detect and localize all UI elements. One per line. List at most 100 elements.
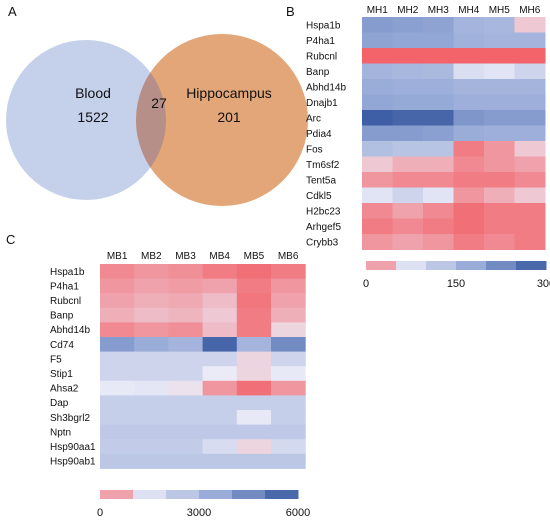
column-label-mb6: MB6 (278, 251, 299, 262)
heatmap-cell-crybb3-mh1 (362, 234, 393, 250)
heatmap-cell-pdia4-mh1 (362, 125, 393, 142)
row-label-rubcnl: Rubcnl (50, 296, 81, 307)
heatmap-cell-abhd14b-mb3 (168, 322, 204, 338)
heatmap-cell-hsp90ab1-mb5 (236, 453, 272, 469)
heatmap-cell-arc-mh6 (514, 110, 546, 126)
heatmap-cell-ahsa2-mb5 (236, 380, 272, 396)
heatmap-cell-hsp90ab1-mb3 (168, 453, 204, 469)
heatmap-cell-stip1-mb5 (236, 366, 272, 382)
heatmap-cell-rubcnl-mb3 (168, 293, 204, 309)
row-label-tent5a: Tent5a (306, 175, 336, 186)
heatmap-cell-cdkl5-mh5 (484, 187, 515, 204)
heatmap-cell-fos-mh6 (514, 141, 546, 157)
heatmap-cell-tent5a-mh4 (453, 172, 485, 188)
colorbar-tick-0: 0 (363, 278, 369, 290)
heatmap-cell-dnajb1-mh5 (484, 94, 515, 111)
heatmap-cell-banp-mb3 (168, 307, 204, 323)
heatmap-cell-p4ha1-mh1 (362, 32, 393, 49)
colorbar-segment-4 (456, 261, 487, 270)
colorbar-segment-3 (166, 490, 200, 499)
heatmap-cell-banp-mh3 (423, 63, 454, 80)
heatmap-cell-pdia4-mh4 (453, 125, 485, 142)
heatmap-cell-arc-mh4 (453, 110, 485, 126)
heatmap-cell-hsp90aa1-mb2 (134, 439, 169, 455)
column-label-mb4: MB4 (209, 251, 230, 262)
colorbar-segment-3 (426, 261, 457, 270)
heatmap-cell-rubcnl-mh1 (362, 48, 393, 64)
heatmap-cell-p4ha1-mh5 (484, 32, 515, 49)
colorbar-tick-6000: 6000 (286, 507, 310, 519)
column-label-mb2: MB2 (141, 251, 162, 262)
heatmap-cell-p4ha1-mh4 (453, 32, 485, 49)
heatmap-cell-arhgef5-mh3 (423, 218, 454, 235)
heatmap-cell-arc-mh2 (392, 110, 424, 126)
row-label-stip1: Stip1 (50, 369, 73, 380)
heatmap-cell-abhd14b-mh2 (392, 79, 424, 95)
row-label-hsp90ab1: Hsp90ab1 (50, 457, 96, 468)
heatmap-cell-hspa1b-mb4 (202, 264, 238, 280)
heatmap-cell-p4ha1-mh3 (423, 32, 454, 49)
heatmap-cell-hsp90ab1-mb4 (202, 453, 238, 469)
heatmap-cell-abhd14b-mb6 (271, 322, 306, 338)
heatmap-cell-arc-mh3 (423, 110, 454, 126)
heatmap-cell-banp-mb4 (202, 307, 238, 323)
heatmap-cell-cd74-mb2 (134, 337, 169, 353)
heatmap-cell-arhgef5-mh2 (392, 218, 424, 235)
heatmap-cell-rubcnl-mb6 (271, 293, 306, 309)
heatmap-cell-rubcnl-mb1 (100, 293, 135, 309)
heatmap-cell-crybb3-mh4 (453, 234, 485, 250)
heatmap-cell-f5-mb3 (168, 351, 204, 367)
heatmap-cell-sh3bgrl2-mb1 (100, 410, 135, 426)
column-label-mh1: MH1 (367, 5, 389, 16)
heatmap-cell-p4ha1-mb5 (236, 278, 272, 294)
heatmap-cell-cdkl5-mh4 (453, 187, 485, 204)
heatmap-cell-hsp90aa1-mb6 (271, 439, 306, 455)
heatmap-cell-cdkl5-mh1 (362, 187, 393, 204)
row-label-hspa1b: Hspa1b (50, 267, 85, 278)
heatmap-cell-hspa1b-mh2 (392, 17, 424, 33)
heatmap-cell-banp-mh1 (362, 63, 393, 80)
heatmap-cell-ahsa2-mb4 (202, 380, 238, 396)
heatmap-cell-p4ha1-mb1 (100, 278, 135, 294)
heatmap-cell-stip1-mb3 (168, 366, 204, 382)
heatmap-cell-f5-mb4 (202, 351, 238, 367)
heatmap-cell-sh3bgrl2-mb5 (236, 410, 272, 426)
heatmap-cell-dap-mb5 (236, 395, 272, 411)
colorbar-segment-5 (232, 490, 266, 499)
colorbar-tick-300: 300 (537, 278, 550, 290)
heatmap-cell-dap-mb1 (100, 395, 135, 411)
heatmap-cell-crybb3-mh5 (484, 234, 515, 250)
heatmap-cell-banp-mh2 (392, 63, 424, 80)
heatmap-cell-cd74-mb6 (271, 337, 306, 353)
heatmap-cell-hspa1b-mb3 (168, 264, 204, 280)
column-label-mh3: MH3 (428, 5, 450, 16)
row-label-arhgef5: Arhgef5 (306, 222, 341, 233)
heatmap-cell-crybb3-mh3 (423, 234, 454, 250)
heatmap-cell-pdia4-mh5 (484, 125, 515, 142)
row-label-abhd14b: Abhd14b (306, 82, 346, 93)
heatmap-cell-rubcnl-mh5 (484, 48, 515, 64)
heatmap-cell-rubcnl-mb4 (202, 293, 238, 309)
heatmap-cell-nptn-mb4 (202, 424, 238, 440)
heatmap-cell-p4ha1-mb4 (202, 278, 238, 294)
heatmap-cell-dnajb1-mh1 (362, 94, 393, 111)
heatmap-cell-dnajb1-mh3 (423, 94, 454, 111)
heatmap-cell-hspa1b-mb6 (271, 264, 306, 280)
heatmap-cell-p4ha1-mb3 (168, 278, 204, 294)
row-label-cdkl5: Cdkl5 (306, 191, 332, 202)
heatmap-cell-nptn-mb2 (134, 424, 169, 440)
heatmap-cell-sh3bgrl2-mb4 (202, 410, 238, 426)
heatmap-cell-cdkl5-mh2 (392, 187, 424, 204)
heatmap-cell-dnajb1-mh4 (453, 94, 485, 111)
heatmap-cell-cdkl5-mh6 (514, 187, 546, 204)
colorbar-tick-0: 0 (97, 507, 103, 519)
row-label-fos: Fos (306, 144, 323, 155)
heatmap-cell-ahsa2-mb3 (168, 380, 204, 396)
heatmap-cell-banp-mh5 (484, 63, 515, 80)
heatmap-cell-banp-mb1 (100, 307, 135, 323)
venn-circle-blood (6, 40, 166, 200)
heatmap-cell-stip1-mb2 (134, 366, 169, 382)
heatmap-cell-hspa1b-mh4 (453, 17, 485, 33)
heatmap-cell-stip1-mb4 (202, 366, 238, 382)
column-label-mh5: MH5 (489, 5, 511, 16)
